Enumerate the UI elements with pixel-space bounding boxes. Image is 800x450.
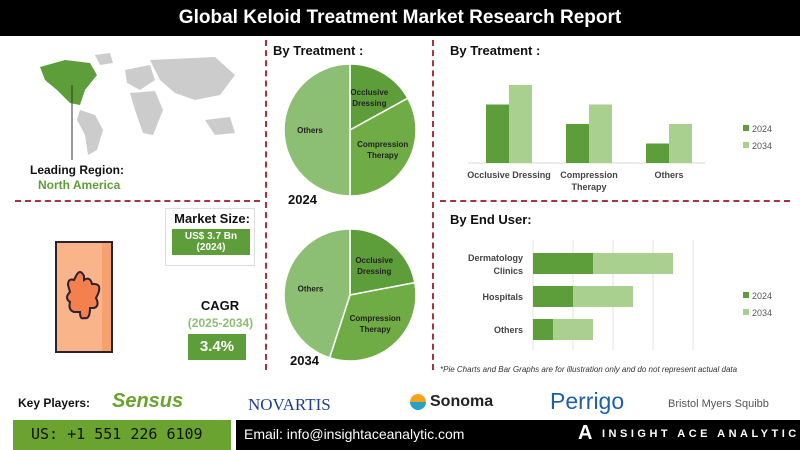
y-tick-label: Clinics	[493, 266, 523, 276]
sensus-logo: Sensus	[112, 390, 184, 412]
pie-slice	[349, 228, 416, 296]
pie-caption-2024: 2024	[288, 192, 317, 207]
pie-slice-label: Occlusive	[350, 88, 388, 97]
market-size-value: US$ 3.7 Bn	[184, 231, 238, 242]
bar	[566, 124, 589, 163]
legend-swatch	[743, 309, 749, 315]
brand-name: INSIGHT ACE ANALYTIC	[602, 428, 800, 440]
market-size-label: Market Size:	[174, 211, 250, 226]
divider	[432, 40, 434, 370]
world-map	[40, 53, 235, 160]
y-tick-label: Hospitals	[482, 292, 523, 302]
bar	[533, 286, 573, 307]
disclaimer: *Pie Charts and Bar Graphs are for illus…	[440, 365, 738, 374]
bar	[486, 104, 509, 163]
novartis-logo: NOVARTIS	[248, 395, 331, 414]
cagr-value: 3.4%	[188, 334, 246, 360]
pie-section-title: By Treatment :	[273, 43, 364, 58]
market-size-card: Market Size: US$ 3.7 Bn (2024)	[165, 208, 255, 266]
x-tick-label: Others	[654, 170, 683, 180]
bar	[593, 253, 673, 274]
pie-slice-label: Therapy	[360, 325, 392, 334]
bar-chart-title: By Treatment :	[450, 43, 541, 58]
hbar-chart-title: By End User:	[450, 212, 532, 227]
pie-slice-label: Others	[298, 285, 324, 294]
divider	[440, 200, 790, 202]
legend-label: 2024	[752, 124, 772, 134]
key-players-label: Key Players:	[18, 396, 91, 410]
y-tick-label: Dermatology	[468, 253, 523, 263]
bar	[669, 124, 692, 163]
pie-slice-label: Therapy	[367, 151, 399, 160]
pie-slice-label: Dressing	[357, 267, 391, 276]
pie-slice-label: Others	[297, 126, 323, 135]
x-tick-label: Compression	[560, 170, 618, 180]
pie-chart-2024: Occlusive Dressing Compression Therapy Other…	[283, 63, 417, 197]
pie-slice	[349, 63, 409, 132]
pie-slice-label: Dressing	[352, 99, 386, 108]
legend-swatch	[743, 125, 749, 131]
cagr-period: (2025-2034)	[187, 316, 254, 330]
pie-slice-label: Occlusive	[355, 256, 393, 265]
legend-swatch	[743, 142, 749, 148]
bar	[646, 143, 669, 163]
legend-label: 2034	[752, 308, 772, 318]
pie-slice	[328, 281, 417, 362]
bar	[553, 319, 593, 340]
pie-caption-2034: 2034	[290, 353, 319, 368]
treatment-bar-chart: Occlusive Dressing Compression Therapy Othe…	[467, 85, 772, 192]
legend-label: 2024	[752, 291, 772, 301]
pie-slice-label: Compression	[350, 314, 401, 323]
sonoma-logo: Sonoma	[430, 393, 494, 410]
bar	[589, 104, 612, 163]
bms-logo: Bristol Myers Squibb	[668, 398, 769, 410]
sonoma-logo-icon	[410, 394, 426, 410]
leading-region-value: North America	[38, 178, 121, 192]
phone-number[interactable]: US: +1 551 226 6109	[13, 420, 231, 450]
market-size-year: (2024)	[196, 242, 226, 253]
perrigo-logo: Perrigo	[550, 388, 625, 414]
bar	[573, 286, 633, 307]
bar	[533, 253, 593, 274]
bar	[509, 85, 532, 163]
legend-swatch	[743, 292, 749, 298]
page-title: Global Keloid Treatment Market Research …	[0, 0, 800, 36]
pie-chart-2034: Occlusive Dressing Compression Therapy Other…	[283, 228, 417, 362]
keloid-skin-icon	[55, 241, 113, 353]
x-tick-label: Therapy	[571, 182, 606, 192]
pie-slice	[283, 228, 351, 359]
end-user-bar-chart: Dermatology Clinics Hospitals Others 2024 203…	[468, 240, 772, 350]
y-tick-label: Others	[494, 325, 523, 335]
leading-region-label: Leading Region:	[30, 163, 124, 177]
bar	[533, 319, 553, 340]
pie-slice	[283, 63, 351, 197]
pie-slice-label: Compression	[357, 140, 408, 149]
email-link[interactable]: Email: info@insightaceanalytic.com	[244, 426, 465, 442]
divider	[15, 200, 260, 202]
pie-slice	[349, 97, 417, 197]
brand-logo-icon: A	[578, 422, 593, 444]
divider	[265, 40, 267, 370]
x-tick-label: Occlusive Dressing	[467, 170, 551, 180]
cagr-label: CAGR	[200, 298, 240, 313]
legend-label: 2034	[752, 141, 772, 151]
